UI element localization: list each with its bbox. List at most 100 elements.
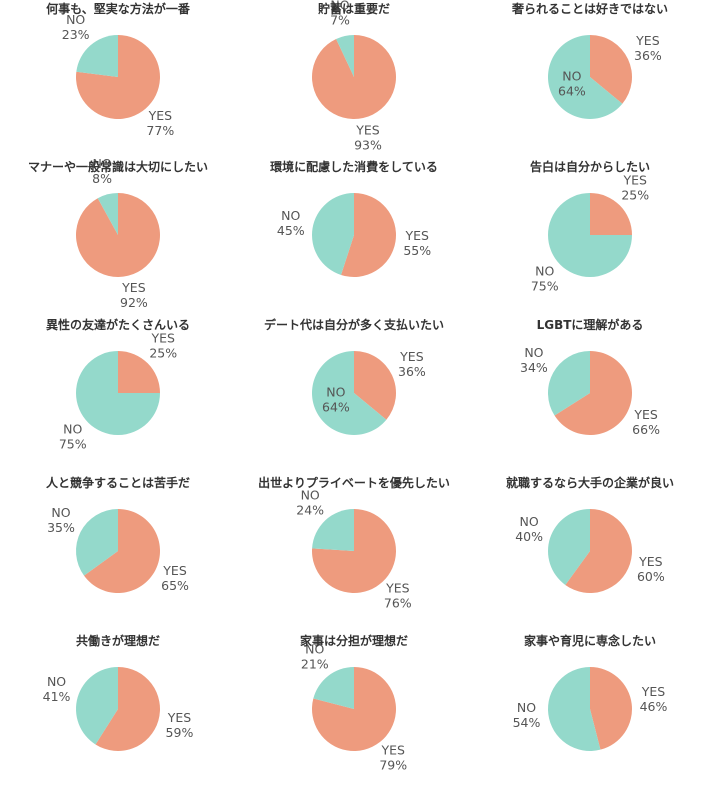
pie-slice-no [548, 35, 623, 119]
chart-title: 告白は自分からしたい [529, 160, 650, 174]
pie-label-no: NO 75% [59, 421, 87, 451]
pie-chart-15: YES 46% NO 54% 家事や育児に専念したい [472, 632, 708, 792]
pie-slice-yes [590, 35, 632, 104]
pie-value-label: 7% [330, 13, 350, 28]
pie-slice-no [312, 351, 387, 435]
pie-svg: YES 36% NO 64% [312, 349, 426, 435]
pie-value-label: 66% [632, 422, 660, 437]
pie-svg: YES 60% NO 40% [515, 509, 665, 593]
pie-label-yes: YES 46% [640, 684, 668, 714]
pie-category-label: YES [162, 563, 187, 578]
pie-category-label: NO [66, 12, 85, 27]
pie-svg: YES 66% NO 34% [520, 345, 660, 437]
pie-value-label: 8% [92, 171, 112, 186]
pie-slice-yes [565, 509, 632, 593]
pie-value-label: 64% [558, 84, 586, 99]
pie-slice-no [548, 509, 590, 585]
pie-slice-yes [95, 667, 161, 751]
pie-value-label: 21% [301, 656, 329, 671]
pie-category-label: NO [326, 385, 345, 400]
pie-category-label: YES [121, 280, 146, 295]
pie-chart-13: YES 59% NO 41% 共働きが理想だ [0, 632, 236, 792]
chart-title: 環境に配慮した消費をしている [270, 160, 438, 174]
pie-label-yes: YES 77% [146, 108, 174, 138]
pie-label-yes: YES 66% [632, 407, 660, 437]
pie-svg: YES 25% NO 75% [59, 331, 177, 452]
chart-title: LGBTに理解がある [536, 318, 644, 332]
pie-label-no: NO 23% [62, 12, 90, 42]
pie-label-no: NO 40% [515, 514, 543, 544]
pie-value-label: 45% [277, 223, 305, 238]
pie-category-label: YES [638, 554, 663, 569]
pie-category-label: NO [47, 674, 66, 689]
pie-value-label: 54% [513, 715, 541, 730]
pie-label-no: NO 34% [520, 345, 548, 375]
pie-value-label: 34% [520, 360, 548, 375]
pie-category-label: YES [633, 407, 658, 422]
pie-value-label: 36% [398, 364, 426, 379]
pie-svg: YES 79% NO 21% [301, 641, 407, 773]
pie-svg: YES 59% NO 41% [43, 667, 194, 751]
pie-category-label: NO [301, 487, 320, 502]
chart-title: 奢られることは好きではない [511, 2, 668, 16]
pie-slice-no [313, 667, 354, 709]
pie-svg: YES 65% NO 35% [47, 505, 189, 593]
pie-value-label: 77% [146, 123, 174, 138]
pie-category-label: NO [281, 208, 300, 223]
chart-title: マナーや一般常識は大切にしたい [27, 160, 208, 174]
pie-label-no: NO 64% [322, 385, 350, 415]
pie-category-label: NO [330, 0, 349, 13]
pie-label-no: NO 54% [513, 700, 541, 730]
pie-slice-yes [590, 193, 632, 235]
pie-chart-7: YES 25% NO 75% 異性の友達がたくさんいる [0, 316, 236, 476]
pie-value-label: 76% [384, 596, 412, 611]
pie-label-no: NO 45% [277, 208, 305, 238]
pie-chart-2: YES 93% NO 7% 貯蓄は重要だ [236, 0, 472, 160]
pie-category-label: NO [63, 421, 82, 436]
pie-label-yes: YES 36% [398, 349, 426, 379]
pie-slice-no [312, 193, 354, 275]
pie-slice-no [76, 667, 118, 745]
pie-label-yes: YES 59% [166, 710, 194, 740]
pie-value-label: 55% [403, 243, 431, 258]
pie-category-label: YES [404, 228, 429, 243]
pie-slice-no [312, 509, 354, 551]
pie-category-label: YES [355, 122, 380, 137]
pie-label-yes: YES 76% [384, 581, 412, 611]
chart-title: 人と競争することは苦手だ [45, 476, 190, 490]
pie-label-no: NO 8% [92, 156, 112, 186]
pie-label-yes: YES 92% [120, 280, 148, 310]
pie-value-label: 93% [354, 137, 382, 152]
pie-value-label: 41% [43, 689, 71, 704]
pie-category-label: NO [524, 345, 543, 360]
pie-chart-5: YES 55% NO 45% 環境に配慮した消費をしている [236, 158, 472, 318]
pie-value-label: 46% [640, 699, 668, 714]
pie-slice-no [548, 351, 590, 416]
pie-svg: YES 76% NO 24% [296, 487, 412, 611]
chart-title: 家事や育児に専念したい [523, 634, 656, 648]
pie-value-label: 79% [379, 758, 407, 773]
pie-chart-6: YES 25% NO 75% 告白は自分からしたい [472, 158, 708, 318]
pie-slice-no [97, 193, 118, 235]
pie-label-yes: YES 65% [161, 563, 189, 593]
pie-value-label: 25% [149, 346, 177, 361]
pie-slice-no [548, 193, 632, 277]
pie-category-label: NO [535, 263, 554, 278]
chart-title: 何事も、堅実な方法が一番 [46, 2, 190, 16]
pie-chart-4: YES 92% NO 8% マナーや一般常識は大切にしたい [0, 156, 236, 318]
pie-chart-11: YES 76% NO 24% 出世よりプライベートを優先したい [236, 474, 472, 634]
pie-category-label: NO [305, 641, 324, 656]
pie-chart-1: YES 77% NO 23% 何事も、堅実な方法が一番 [0, 0, 236, 160]
pie-value-label: 75% [59, 436, 87, 451]
pie-label-no: NO 75% [531, 263, 559, 293]
pie-value-label: 40% [515, 529, 543, 544]
chart-title: 貯蓄は重要だ [317, 2, 390, 16]
pie-chart-8: YES 36% NO 64% デート代は自分が多く支払いたい [236, 316, 472, 476]
pie-label-yes: YES 25% [621, 173, 649, 203]
pie-chart-14: YES 79% NO 21% 家事は分担が理想だ [236, 632, 472, 792]
pie-slice-no [76, 509, 118, 576]
pie-category-label: YES [151, 331, 176, 346]
chart-title: 家事は分担が理想だ [299, 634, 408, 648]
pie-value-label: 24% [296, 502, 324, 517]
